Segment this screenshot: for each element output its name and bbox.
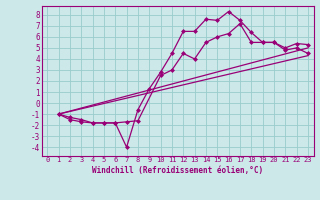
- X-axis label: Windchill (Refroidissement éolien,°C): Windchill (Refroidissement éolien,°C): [92, 166, 263, 175]
